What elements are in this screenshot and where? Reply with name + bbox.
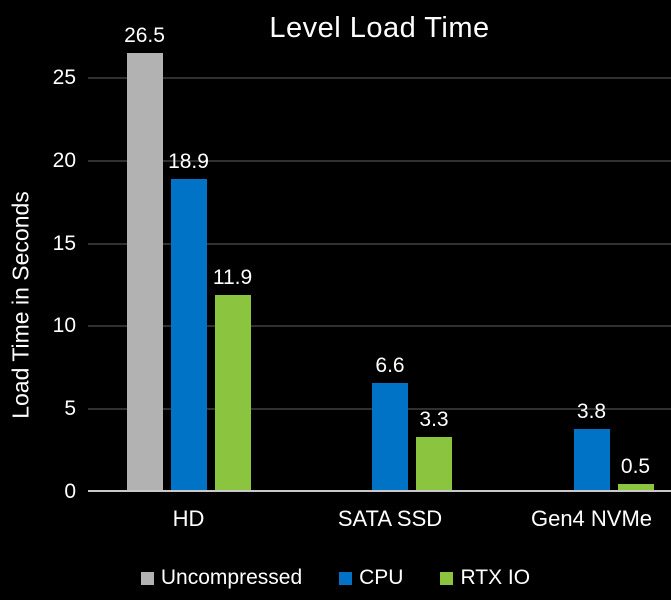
x-axis-line (88, 490, 671, 492)
legend-label-cpu: CPU (359, 566, 404, 589)
legend-swatch-uncompressed (140, 571, 154, 585)
gridline-15 (88, 242, 671, 245)
legend-swatch-rtx-io (440, 571, 454, 585)
y-tick-label-15: 15 (52, 231, 76, 255)
bar-value-uncompressed-hd: 26.5 (124, 24, 165, 48)
gridline-10 (88, 325, 671, 328)
category-label-sata-ssd: SATA SSD (337, 506, 443, 531)
legend-swatch-cpu (339, 571, 353, 585)
bar-uncompressed-hd (126, 53, 163, 490)
gridline-25 (88, 77, 671, 79)
category-label-gen4-nvme: Gen4 NVMe (530, 506, 653, 531)
y-tick-label-5: 5 (64, 397, 76, 421)
bar-cpu-hd (170, 179, 207, 490)
bar-rtx-io-gen4-nvme (617, 483, 654, 490)
gridline-20 (88, 159, 671, 162)
legend-item-uncompressed: Uncompressed (140, 566, 303, 590)
bar-value-cpu-gen4-nvme: 3.8 (576, 400, 607, 424)
plot-area: 26.5 18.9 11.9 6.6 3.3 3.8 0.5 (88, 24, 671, 492)
legend-label-uncompressed: Uncompressed (160, 566, 303, 589)
category-label-hd: HD (172, 506, 205, 531)
legend-item-rtx-io: RTX IO (440, 566, 530, 590)
bar-value-cpu-hd: 18.9 (168, 150, 209, 174)
y-tick-label-10: 10 (52, 314, 76, 338)
y-axis-label: Load Time in Seconds (7, 191, 34, 419)
y-tick-label-20: 20 (52, 148, 76, 172)
bar-rtx-io-sata-ssd (416, 437, 452, 490)
bar-value-rtx-io-sata-ssd: 3.3 (419, 408, 449, 432)
bar-value-cpu-sata-ssd: 6.6 (375, 353, 405, 377)
y-tick-label-25: 25 (52, 66, 76, 89)
y-tick-label-0: 0 (64, 480, 76, 503)
legend-label-rtx-io: RTX IO (460, 566, 531, 589)
bar-value-rtx-io-hd: 11.9 (212, 265, 253, 289)
bar-rtx-io-hd (214, 294, 251, 490)
bar-cpu-gen4-nvme (573, 429, 610, 490)
bar-value-rtx-io-gen4-nvme: 0.5 (620, 454, 651, 478)
bar-cpu-sata-ssd (372, 382, 408, 490)
chart-title: Level Load Time (269, 12, 490, 44)
legend-item-cpu: CPU (339, 566, 403, 590)
legend: Uncompressed CPU RTX IO (0, 562, 671, 594)
